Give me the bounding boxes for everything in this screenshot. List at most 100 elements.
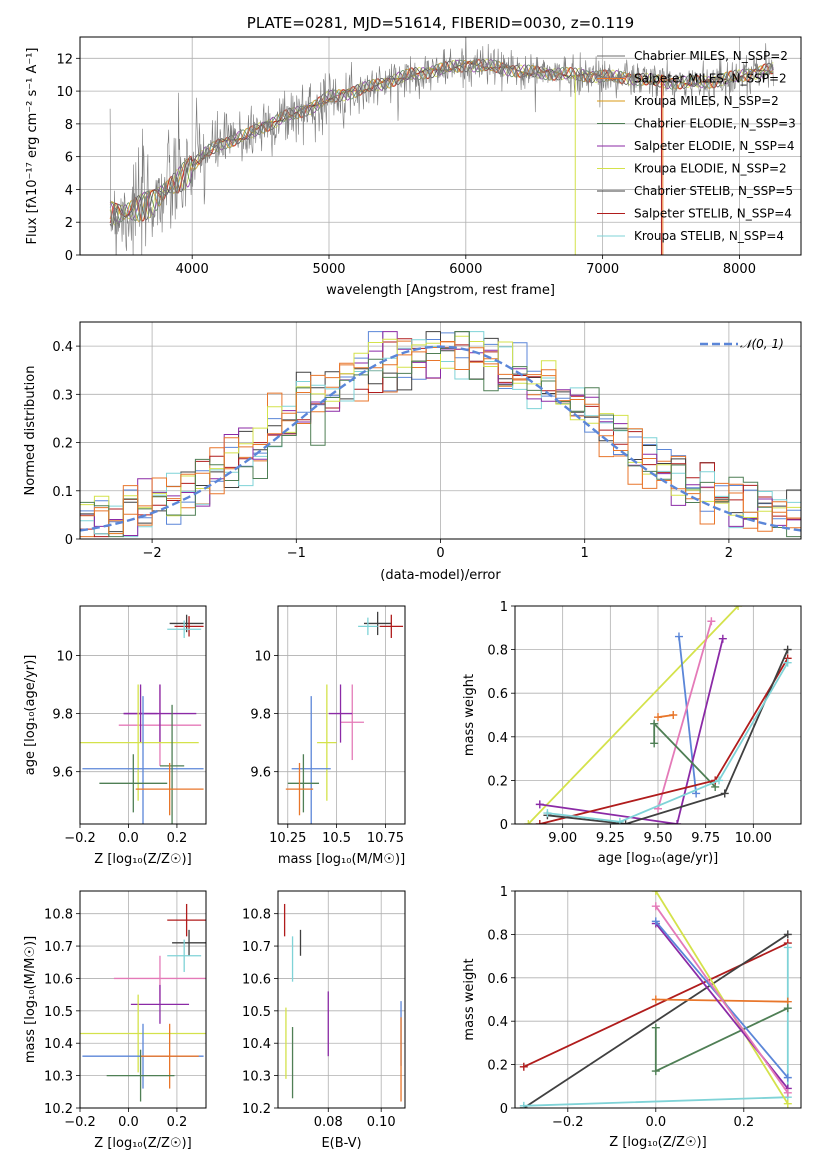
legend-label: Salpeter STELIB, N_SSP=4 (634, 207, 792, 221)
x-tick-label: 0.08 (314, 1115, 343, 1130)
panel-z_mass: −0.2 0.0 0.2 10.2 10.3 10.4 10.5 10.6 10.7 10.8 Z … (23, 890, 207, 1151)
legend-label: Chabrier MILES, N_SSP=2 (634, 49, 788, 63)
point-marker (519, 1062, 528, 1071)
plot-area (519, 891, 792, 1108)
point-marker (519, 1101, 528, 1108)
point-marker (720, 789, 729, 798)
y-tick-label: 10.3 (242, 1070, 271, 1085)
point-marker (783, 1088, 792, 1097)
y-tick-label: 9.8 (52, 708, 73, 723)
x-axis-label: wavelength [Angstrom, rest frame] (326, 283, 555, 298)
axes-frame (79, 605, 207, 825)
point-marker (650, 719, 659, 728)
axes-frame (79, 890, 207, 1109)
point-marker (651, 995, 660, 1004)
x-tick-label: 0.0 (645, 1115, 666, 1130)
y-tick-label: 0.4 (487, 731, 508, 746)
y-tick-label: 0.4 (52, 340, 73, 355)
x-tick-label: 6000 (449, 262, 482, 277)
y-tick-label: 9.6 (52, 766, 73, 781)
x-tick-label: −0.2 (552, 1115, 584, 1130)
weight-line (655, 891, 789, 1105)
axes-frame (277, 890, 406, 1109)
point-marker (651, 902, 660, 911)
plot-area (80, 614, 204, 824)
point-marker (783, 943, 792, 952)
point-marker (543, 809, 552, 818)
point-marker (783, 658, 792, 667)
point-marker (783, 1004, 792, 1013)
point-marker (651, 1067, 660, 1076)
y-tick-label: 4 (65, 183, 73, 198)
point-marker (524, 820, 533, 824)
panel-ebv_mass: 0.08 0.10 10.2 10.3 10.4 10.5 10.6 10.7 10.8 E(B-… (242, 890, 406, 1151)
y-axis-label: Flux [fλ10⁻¹⁷ erg cm⁻² s⁻¹ A⁻¹] (25, 48, 40, 245)
weight-line (657, 621, 713, 809)
legend-label: Kroupa MILES, N_SSP=2 (634, 94, 779, 108)
point-marker (707, 617, 716, 626)
y-tick-label: 0.2 (487, 774, 508, 789)
x-tick-label: 0.2 (733, 1115, 754, 1130)
panel-spectrum: 4000 5000 6000 7000 8000 0 2 4 6 8 10 12 wavelength … (25, 36, 802, 298)
y-tick-label: 0 (65, 249, 73, 264)
x-tick-label: 0.0 (118, 1115, 139, 1130)
x-tick-label: 0.2 (167, 1115, 188, 1130)
point-marker (535, 820, 544, 824)
x-tick-label: −1 (287, 546, 306, 561)
point-marker (651, 917, 660, 926)
legend-label: Chabrier STELIB, N_SSP=5 (634, 184, 793, 198)
x-axis-label: Z [log₁₀(Z/Z☉)] (94, 1136, 191, 1151)
histogram-step (80, 331, 801, 539)
y-tick-label: 10.2 (44, 1102, 73, 1117)
axes-frame (514, 605, 802, 825)
y-tick-label: 1 (500, 885, 508, 900)
chart-title: PLATE=0281, MJD=51614, FIBERID=0030, z=0… (247, 14, 634, 32)
weight-line (655, 905, 789, 1094)
point-marker (621, 820, 630, 824)
point-marker (718, 634, 727, 643)
point-marker (734, 606, 743, 610)
y-tick-label: 6 (65, 151, 73, 166)
plot-area (80, 903, 206, 1102)
plot-area (524, 606, 792, 824)
y-tick-label: 0.3 (52, 388, 73, 403)
y-tick-label: 10.4 (242, 1037, 271, 1052)
point-marker (673, 820, 682, 824)
x-tick-label: 10.75 (367, 831, 404, 846)
x-tick-label: 9.75 (691, 831, 720, 846)
y-tick-label: 9.6 (250, 766, 271, 781)
y-tick-label: 0 (500, 1102, 508, 1117)
axes-frame (514, 890, 802, 1109)
y-tick-label: 10.7 (44, 940, 73, 955)
point-marker (783, 645, 792, 654)
y-tick-label: 9.8 (250, 708, 271, 723)
legend-label: 𝒩(0, 1) (740, 337, 784, 351)
x-tick-label: 10.5 (322, 831, 351, 846)
normal-curve (80, 345, 801, 532)
y-tick-label: 1 (500, 600, 508, 615)
y-axis-label: mass [log₁₀(M/M☉)] (23, 936, 38, 1063)
weight-line (547, 662, 789, 823)
axes-frame (79, 321, 802, 540)
weight-line (523, 933, 789, 1108)
point-marker (654, 713, 662, 722)
y-tick-label: 10.3 (44, 1070, 73, 1085)
axes-frame (79, 36, 802, 256)
y-tick-label: 10.2 (242, 1102, 271, 1117)
x-tick-label: −2 (143, 546, 162, 561)
panel-z_age: −0.2 0.0 0.2 9.6 9.8 10 Z [log₁₀(Z/Z☉)] age [lo… (23, 605, 207, 867)
x-tick-label: 0.2 (167, 831, 188, 846)
panel-residuals: −2 −1 0 1 2 0 0.1 0.2 0.3 0.4 (data-model)/error No… (23, 321, 802, 583)
x-axis-label: E(B-V) (321, 1136, 361, 1151)
y-tick-label: 0.6 (487, 687, 508, 702)
plot-area (285, 611, 404, 824)
y-axis-label: age [log₁₀(age/yr)] (23, 655, 38, 776)
x-axis-label: mass [log₁₀(M/M☉)] (278, 852, 405, 867)
y-axis-label: mass weight (462, 674, 477, 756)
y-tick-label: 10.5 (242, 1005, 271, 1020)
x-axis-label: age [log₁₀(age/yr)] (598, 851, 719, 866)
x-tick-label: 9.25 (596, 831, 625, 846)
point-marker (651, 891, 660, 895)
x-tick-label: 5000 (312, 262, 345, 277)
point-marker (615, 817, 624, 824)
